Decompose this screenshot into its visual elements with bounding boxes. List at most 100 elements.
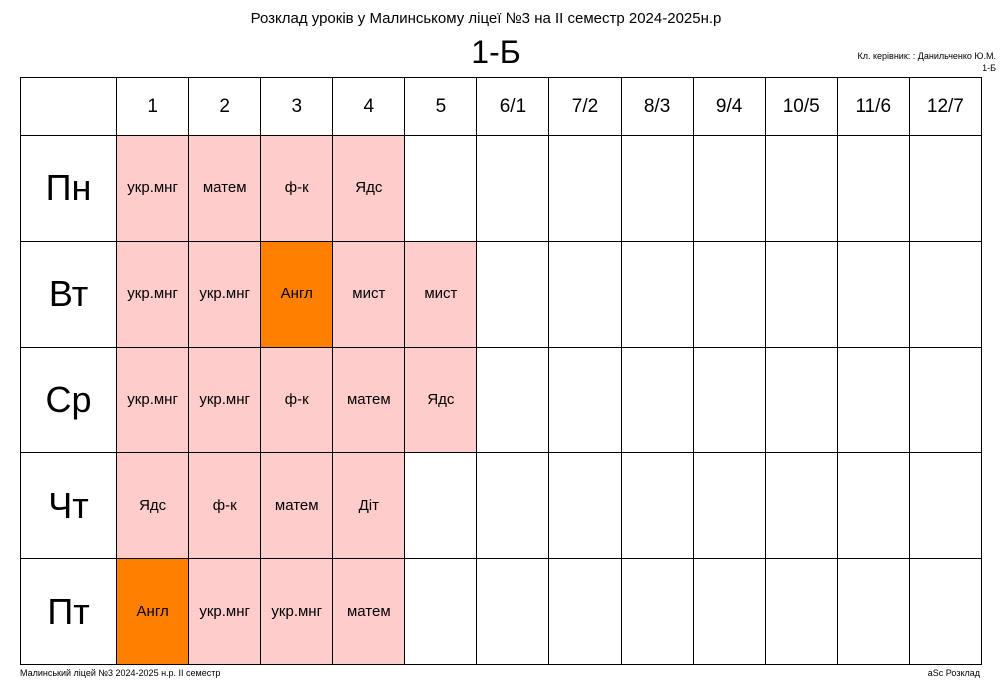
corner-cell <box>19 77 118 136</box>
period-header: 3 <box>260 77 334 136</box>
day-row: Вт укр.мнг укр.мнг Англ мист мист <box>19 240 983 348</box>
lesson-cell <box>476 558 550 665</box>
lesson-cell <box>620 346 694 454</box>
period-header: 2 <box>188 77 262 136</box>
lesson-cell <box>908 452 983 560</box>
lesson-cell <box>836 135 910 242</box>
day-row: Ср укр.мнг укр.мнг ф-к матем Ядс <box>19 346 983 454</box>
lesson-cell: Англ <box>116 558 190 665</box>
lesson-subject: мист <box>424 285 458 303</box>
lesson-subject: Англ <box>136 602 169 620</box>
lesson-subject: Діт <box>358 496 379 514</box>
lesson-cell <box>764 240 838 348</box>
lesson-subject: укр.мнг <box>199 390 250 408</box>
lesson-cell: укр.мнг <box>116 135 190 242</box>
page-title: Розклад уроків у Малинському ліцеї №3 на… <box>250 10 722 27</box>
period-header: 9/4 <box>692 77 766 136</box>
period-header: 7/2 <box>548 77 622 136</box>
lesson-subject: матем <box>346 602 391 620</box>
lesson-subject: матем <box>346 390 391 408</box>
teacher-name: Кл. керівник: : Данильченко Ю.М. <box>857 51 997 61</box>
lesson-subject: ф-к <box>284 390 309 408</box>
lesson-cell <box>548 346 622 454</box>
lesson-cell <box>908 240 983 348</box>
day-label: Чт <box>19 452 118 560</box>
lesson-cell <box>548 558 622 665</box>
period-header: 12/7 <box>908 77 983 136</box>
day-label: Вт <box>19 240 118 348</box>
footer-software: aSc Розклад <box>927 668 980 678</box>
lesson-cell <box>620 452 694 560</box>
lesson-cell: матем <box>188 135 262 242</box>
lesson-subject: Ядс <box>355 179 383 197</box>
lesson-subject: матем <box>274 496 319 514</box>
lesson-cell: укр.мнг <box>188 558 262 665</box>
lesson-subject: Ядс <box>139 496 167 514</box>
lesson-subject: укр.мнг <box>127 179 178 197</box>
lesson-cell <box>476 346 550 454</box>
day-label: Ср <box>19 346 118 454</box>
lesson-cell <box>620 558 694 665</box>
period-header: 11/6 <box>836 77 910 136</box>
lesson-cell <box>908 558 983 665</box>
lesson-cell: мист <box>404 240 478 348</box>
lesson-subject: Ядс <box>427 390 455 408</box>
period-header: 8/3 <box>620 77 694 136</box>
footer-school: Малинський ліцей №3 2024-2025 н.р. ІІ се… <box>20 668 221 678</box>
lesson-cell <box>620 135 694 242</box>
lesson-subject: укр.мнг <box>127 390 178 408</box>
lesson-cell: укр.мнг <box>260 558 334 665</box>
lesson-cell <box>836 452 910 560</box>
day-row: Пн укр.мнг матем ф-к Ядс <box>19 135 983 242</box>
lesson-cell <box>692 240 766 348</box>
period-header: 6/1 <box>476 77 550 136</box>
lesson-cell <box>836 240 910 348</box>
day-row: Пт Англ укр.мнг укр.мнг матем <box>19 558 983 665</box>
lesson-cell <box>836 346 910 454</box>
lesson-cell <box>764 452 838 560</box>
lesson-cell <box>692 346 766 454</box>
lesson-cell <box>836 558 910 665</box>
lesson-cell: матем <box>260 452 334 560</box>
class-name: 1-Б <box>471 34 521 70</box>
lesson-cell: Ядс <box>332 135 406 242</box>
lesson-cell <box>692 452 766 560</box>
day-row: Чт Ядс ф-к матем Діт <box>19 452 983 560</box>
lesson-cell: ф-к <box>260 346 334 454</box>
lesson-cell <box>476 452 550 560</box>
lesson-cell <box>548 240 622 348</box>
lesson-subject: укр.мнг <box>127 285 178 303</box>
lesson-cell: матем <box>332 558 406 665</box>
teacher-class: 1-Б <box>982 63 996 73</box>
lesson-cell: укр.мнг <box>188 240 262 348</box>
lesson-subject: укр.мнг <box>199 285 250 303</box>
lesson-cell: укр.мнг <box>116 346 190 454</box>
header-row: 1 2 3 4 5 6/1 7/2 8/3 9/4 10/5 11/6 12/7 <box>19 77 983 136</box>
lesson-subject: укр.мнг <box>199 602 250 620</box>
lesson-cell <box>404 558 478 665</box>
lesson-subject: ф-к <box>212 496 237 514</box>
period-header: 1 <box>116 77 190 136</box>
lesson-subject: ф-к <box>284 179 309 197</box>
lesson-cell <box>764 558 838 665</box>
lesson-cell <box>692 135 766 242</box>
lesson-cell <box>476 240 550 348</box>
lesson-cell: мист <box>332 240 406 348</box>
lesson-subject: мист <box>352 285 386 303</box>
lesson-cell: Ядс <box>116 452 190 560</box>
lesson-cell <box>548 135 622 242</box>
lesson-cell: матем <box>332 346 406 454</box>
lesson-cell: Англ <box>260 240 334 348</box>
lesson-cell <box>548 452 622 560</box>
period-header: 4 <box>332 77 406 136</box>
lesson-subject: Англ <box>280 285 313 303</box>
teacher-info: Кл. керівник: : Данильченко Ю.М. 1-Б <box>858 50 997 74</box>
lesson-cell <box>908 135 983 242</box>
lesson-cell: ф-к <box>260 135 334 242</box>
lesson-cell <box>476 135 550 242</box>
lesson-cell <box>908 346 983 454</box>
day-label: Пн <box>19 135 118 242</box>
lesson-cell <box>764 346 838 454</box>
lesson-cell: укр.мнг <box>188 346 262 454</box>
lesson-cell: Ядс <box>404 346 478 454</box>
